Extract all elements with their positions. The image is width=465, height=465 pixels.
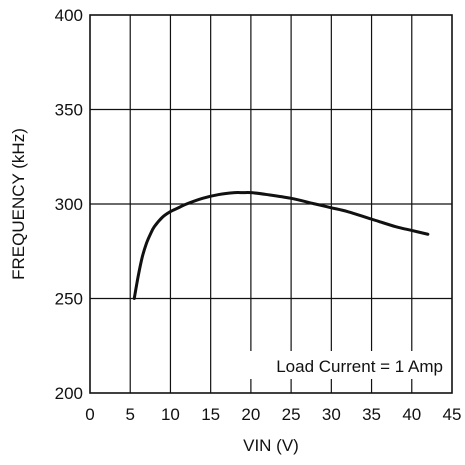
load-current-annotation: Load Current = 1 Amp: [276, 357, 443, 376]
grid-lines: [90, 15, 452, 393]
frequency-curve: [132, 191, 430, 300]
x-tick-label: 25: [282, 405, 301, 424]
x-tick-label: 45: [443, 405, 462, 424]
x-tick-label: 0: [85, 405, 94, 424]
y-tick-label: 300: [55, 195, 83, 214]
y-tick-label: 250: [55, 290, 83, 309]
x-tick-label: 35: [362, 405, 381, 424]
y-axis-ticks: 200 250 300 350 400: [55, 6, 83, 403]
y-tick-label: 400: [55, 6, 83, 25]
annotation-background: [238, 351, 448, 379]
x-tick-label: 30: [322, 405, 341, 424]
x-axis-label: VIN (V): [243, 436, 299, 455]
x-axis-ticks: 0 5 10 15 20 25 30 35 40 45: [85, 405, 461, 424]
y-tick-label: 200: [55, 384, 83, 403]
x-tick-label: 10: [161, 405, 180, 424]
y-axis-label: FREQUENCY (kHz): [9, 128, 28, 280]
y-tick-label: 350: [55, 101, 83, 120]
x-tick-label: 5: [125, 405, 134, 424]
x-tick-label: 20: [241, 405, 260, 424]
plot-area-frame: [89, 14, 453, 394]
x-tick-label: 15: [201, 405, 220, 424]
x-tick-label: 40: [402, 405, 421, 424]
